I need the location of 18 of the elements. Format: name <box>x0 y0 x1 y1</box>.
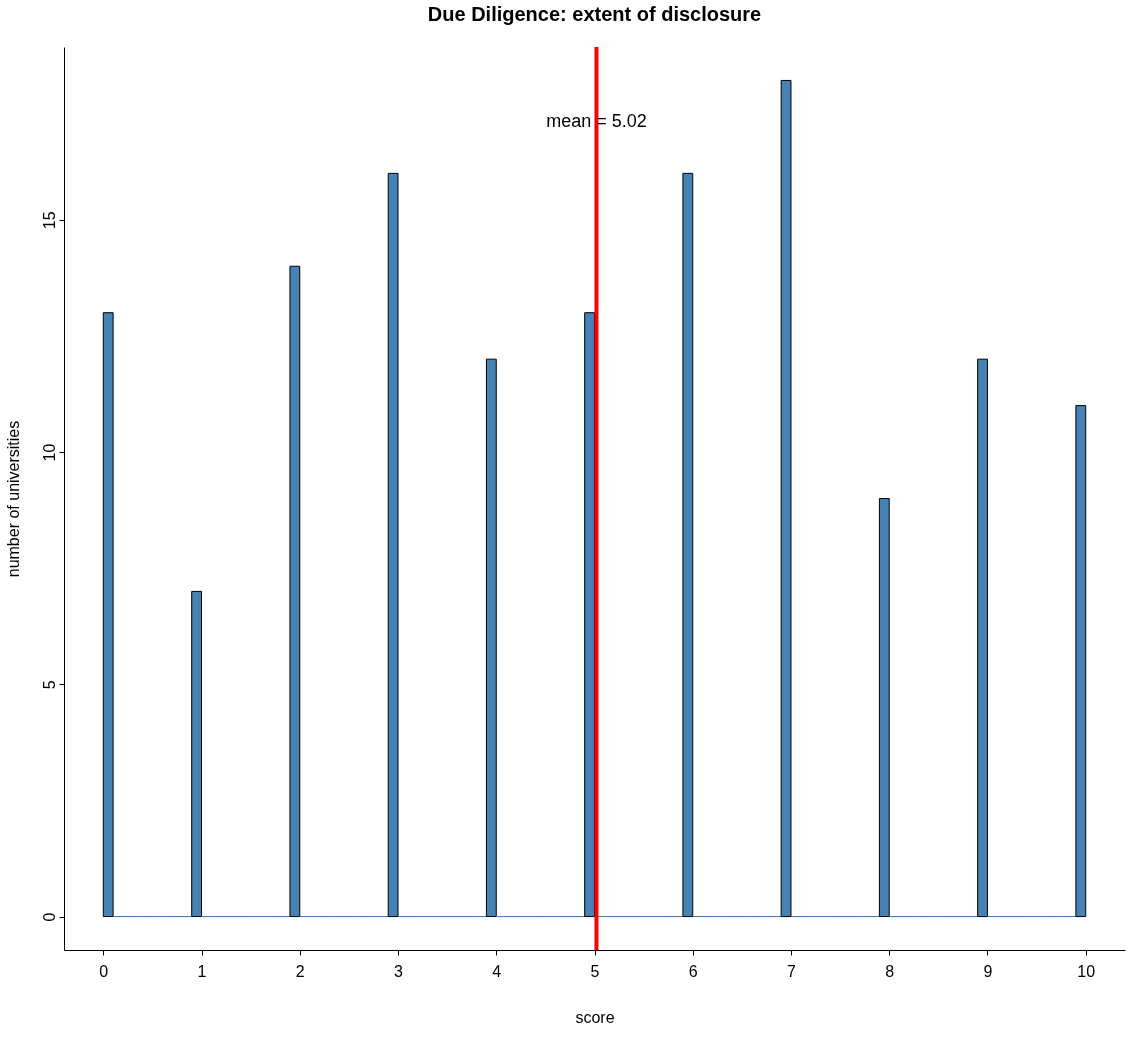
y-tick-label: 0 <box>40 912 58 922</box>
x-tick-label: 4 <box>492 962 502 980</box>
y-tick-label: 15 <box>40 211 58 230</box>
x-tick-label: 10 <box>1077 962 1096 980</box>
x-tick-label: 2 <box>295 962 305 980</box>
x-tick-label: 9 <box>983 962 993 980</box>
y-tick-label: 5 <box>40 680 58 690</box>
x-tick-label: 8 <box>885 962 895 980</box>
y-tick-label: 10 <box>40 443 58 462</box>
x-tick-label: 3 <box>394 962 404 980</box>
x-tick-label: 1 <box>197 962 207 980</box>
x-axis-title: score <box>575 1008 615 1026</box>
x-tick-label: 0 <box>99 962 109 980</box>
y-axis-title: number of universities <box>4 420 22 578</box>
chart-title: Due Diligence: extent of disclosure <box>427 3 762 25</box>
x-tick-label: 7 <box>787 962 797 980</box>
x-tick-label: 6 <box>688 962 698 980</box>
x-tick-label: 5 <box>590 962 600 980</box>
